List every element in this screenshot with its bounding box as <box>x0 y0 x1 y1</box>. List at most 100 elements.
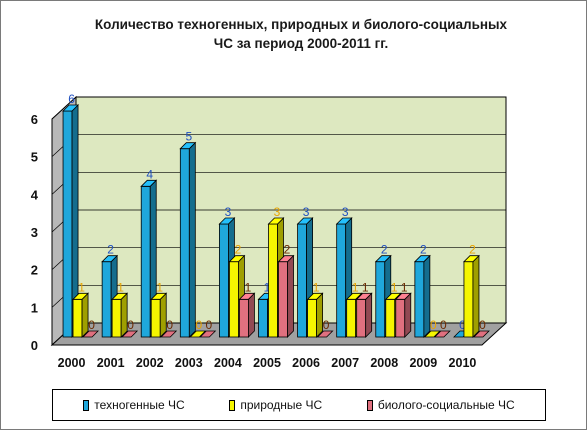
bar-top <box>62 104 80 112</box>
data-label: 1 <box>362 280 369 294</box>
data-label: 1 <box>264 280 271 294</box>
y-tick-label: 2 <box>31 263 38 278</box>
x-tick-label: 2006 <box>292 356 320 370</box>
data-label: 1 <box>352 280 359 294</box>
bar-top <box>374 255 392 263</box>
bar <box>414 261 425 338</box>
data-label: 1 <box>401 280 408 294</box>
data-label: 3 <box>225 205 232 219</box>
x-tick-label: 2002 <box>136 356 164 370</box>
bar-top <box>238 292 256 300</box>
bar-zero <box>199 330 217 338</box>
bar-top <box>228 255 246 263</box>
data-label: 1 <box>245 280 252 294</box>
bar-top <box>394 292 412 300</box>
x-tick-label: 2008 <box>370 356 398 370</box>
bar <box>111 298 122 338</box>
bar-zero <box>472 330 490 338</box>
bar <box>385 298 396 338</box>
bar-side <box>472 254 480 338</box>
bar-zero <box>433 330 451 338</box>
data-label: 2 <box>107 243 114 257</box>
bar-side <box>365 292 373 338</box>
bar-side <box>404 292 412 338</box>
bar <box>239 298 249 338</box>
data-label: 3 <box>303 205 310 219</box>
data-label: 2 <box>420 243 427 257</box>
gridline-side <box>51 96 77 120</box>
bar-side <box>248 292 255 338</box>
x-tick-label: 2005 <box>253 356 281 370</box>
data-label: 3 <box>342 205 349 219</box>
bar-top <box>345 292 363 300</box>
bar-top <box>384 292 402 300</box>
data-label: 1 <box>117 280 124 294</box>
data-label: 0 <box>166 318 173 332</box>
data-label: 2 <box>235 243 242 257</box>
data-label: 1 <box>391 280 398 294</box>
bar <box>395 298 406 338</box>
data-label: 1 <box>156 280 163 294</box>
bar-top <box>72 292 90 300</box>
bar <box>179 148 190 338</box>
data-label: 0 <box>195 318 202 332</box>
bar-side <box>159 292 167 338</box>
chart-title-line-1: Количество техногенных, природных и биол… <box>94 17 508 32</box>
data-label: 0 <box>205 318 212 332</box>
bar-top <box>413 255 431 263</box>
bar <box>356 298 367 338</box>
y-tick-label: 5 <box>31 150 38 165</box>
chart-title-line-2: ЧС за период 2000-2011 гг. <box>213 36 389 51</box>
bar <box>150 298 161 338</box>
legend-label: техногенные ЧС <box>94 398 185 412</box>
x-tick-label: 2001 <box>97 356 125 370</box>
y-tick-label: 6 <box>31 112 38 127</box>
bar-zero <box>121 330 139 338</box>
legend-swatch <box>83 399 90 411</box>
legend-swatch <box>229 399 236 411</box>
chart-legend: техногенные ЧС природные ЧС биолого-социал… <box>52 389 546 421</box>
bar <box>278 261 288 338</box>
bar <box>258 298 268 338</box>
bar <box>346 298 357 338</box>
legend-item: природные ЧС <box>229 398 322 412</box>
x-tick-label: 2003 <box>175 356 203 370</box>
bar-side <box>316 292 323 338</box>
bar-zero <box>423 330 441 338</box>
data-label: 5 <box>185 130 192 144</box>
bar-side <box>81 292 89 338</box>
bar <box>307 298 317 338</box>
data-label: 4 <box>146 167 153 181</box>
bar-zero <box>189 330 207 338</box>
chart-title: Количество техногенных, природных и биол… <box>61 15 541 53</box>
bar <box>72 298 83 338</box>
data-label: 0 <box>323 318 330 332</box>
bar-top <box>150 292 168 300</box>
bar-side <box>287 254 294 338</box>
legend-label: биолого-социальные ЧС <box>377 398 515 412</box>
bar <box>336 223 347 338</box>
y-tick-label: 4 <box>31 187 39 202</box>
data-label: 2 <box>284 243 291 257</box>
bar-top <box>140 179 158 187</box>
x-tick-label: 2010 <box>449 356 477 370</box>
data-label: 0 <box>459 318 466 332</box>
bar-zero <box>160 330 178 338</box>
data-label: 3 <box>274 205 281 219</box>
bar <box>62 110 73 338</box>
y-tick-label: 1 <box>31 300 38 315</box>
data-label: 2 <box>381 243 388 257</box>
bar <box>101 261 112 338</box>
x-tick-label: 2007 <box>331 356 359 370</box>
bar-top <box>462 255 480 263</box>
data-label: 0 <box>127 318 134 332</box>
bar-top <box>296 217 314 225</box>
bar-top <box>101 255 119 263</box>
data-label: 0 <box>88 318 95 332</box>
x-tick-label: 2004 <box>214 356 242 370</box>
bar-top <box>355 292 373 300</box>
bar-zero <box>316 330 334 338</box>
x-tick-label: 2000 <box>58 356 86 370</box>
bar-side <box>188 141 196 338</box>
